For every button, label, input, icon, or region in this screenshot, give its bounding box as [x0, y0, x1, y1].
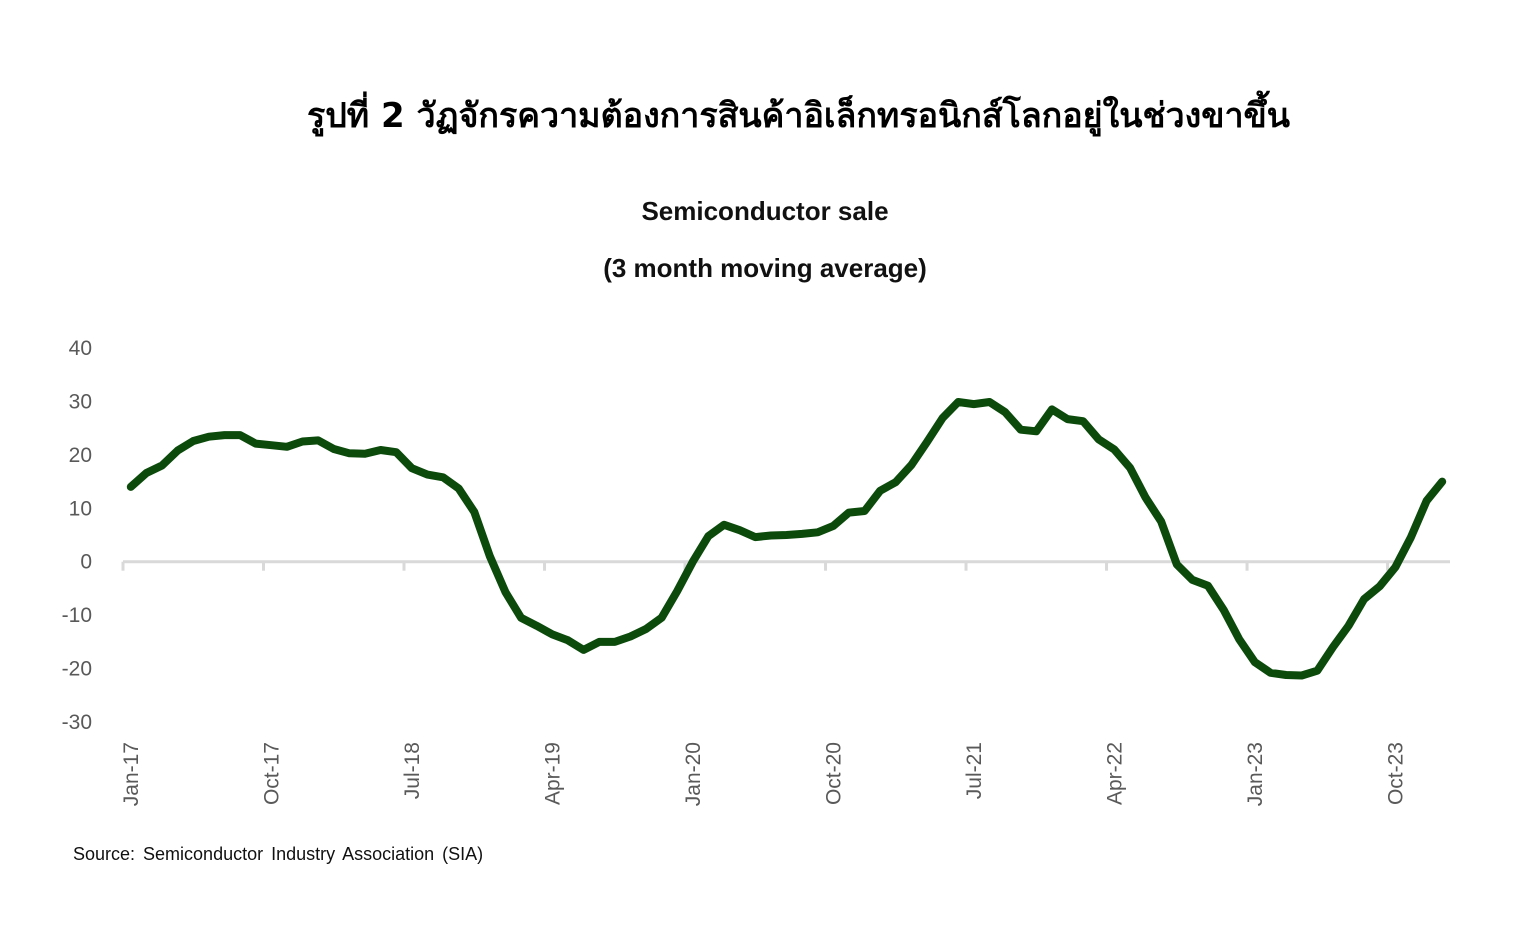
figure-title: รูปที่ 2 วัฏจักรความต้องการสินค้าอิเล็กท…	[306, 96, 1291, 136]
x-tick-label: Apr-22	[1103, 742, 1126, 805]
x-tick-label: Jul-18	[401, 742, 424, 799]
x-tick-label: Apr-19	[541, 742, 564, 805]
x-tick-label: Jan-23	[1244, 742, 1267, 806]
x-tick-label: Jul-21	[963, 742, 986, 799]
y-tick-label: -30	[62, 711, 92, 734]
x-tick-label: Oct-23	[1384, 742, 1407, 805]
y-tick-label: 0	[80, 551, 92, 574]
y-tick-label: 40	[69, 337, 92, 360]
y-tick-label: -20	[62, 658, 92, 681]
chart-title: Semiconductor sale	[641, 196, 889, 226]
x-tick-label: Jan-20	[682, 742, 705, 806]
x-tick-label: Jan-17	[120, 742, 143, 806]
y-tick-label: 10	[69, 497, 92, 520]
chart-subtitle: (3 month moving average)	[603, 253, 927, 283]
series-line	[126, 398, 1447, 680]
x-tick-label: Oct-17	[260, 742, 283, 805]
x-tick-label: Oct-20	[822, 742, 845, 805]
y-tick-label: 20	[69, 444, 92, 467]
y-tick-label: -10	[62, 604, 92, 627]
y-tick-label: 30	[69, 390, 92, 413]
source-note: Source: Semiconductor Industry Associati…	[73, 844, 484, 864]
